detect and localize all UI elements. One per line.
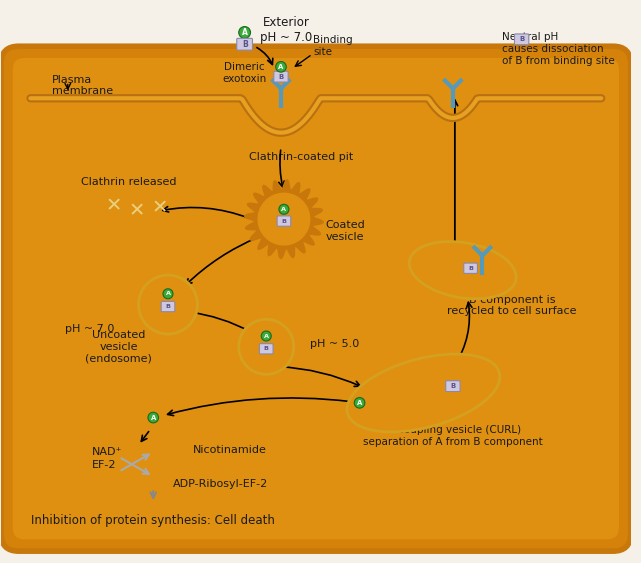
Ellipse shape — [347, 354, 500, 432]
Circle shape — [163, 289, 173, 299]
Text: A: A — [281, 207, 287, 212]
Text: Clathrin released: Clathrin released — [81, 177, 176, 187]
FancyBboxPatch shape — [1, 46, 631, 551]
Circle shape — [279, 204, 289, 215]
Text: B: B — [278, 74, 283, 79]
Text: Neutral pH
causes dissociation
of B from binding site: Neutral pH causes dissociation of B from… — [502, 33, 615, 66]
Circle shape — [238, 26, 251, 38]
Circle shape — [262, 331, 271, 341]
Text: Uncoupling vesicle (CURL)
separation of A from B component: Uncoupling vesicle (CURL) separation of … — [363, 426, 543, 447]
Text: B: B — [468, 266, 473, 271]
Text: ✕: ✕ — [152, 199, 169, 218]
Text: pH ~ 5.0: pH ~ 5.0 — [310, 339, 360, 349]
FancyBboxPatch shape — [274, 72, 288, 82]
Ellipse shape — [410, 242, 516, 299]
Text: A: A — [165, 291, 171, 296]
Text: B: B — [263, 346, 269, 351]
Text: B: B — [281, 218, 287, 224]
FancyBboxPatch shape — [237, 38, 253, 50]
Circle shape — [276, 61, 287, 72]
FancyBboxPatch shape — [277, 216, 291, 226]
Text: Nicotinamide: Nicotinamide — [192, 445, 267, 455]
Circle shape — [354, 397, 365, 408]
Text: Plasma
membrane: Plasma membrane — [52, 75, 113, 96]
Circle shape — [238, 319, 294, 374]
FancyBboxPatch shape — [260, 343, 273, 354]
Text: B component is
recycled to cell surface: B component is recycled to cell surface — [447, 295, 577, 316]
Circle shape — [138, 275, 197, 334]
Text: Uncoated
vesicle
(endosome): Uncoated vesicle (endosome) — [85, 330, 153, 364]
Text: B: B — [519, 37, 524, 42]
Text: Dimeric
exotoxin: Dimeric exotoxin — [222, 62, 267, 83]
Text: Clathrin-coated pit: Clathrin-coated pit — [249, 152, 353, 162]
FancyBboxPatch shape — [445, 381, 460, 391]
Polygon shape — [258, 193, 310, 245]
Text: A: A — [151, 414, 156, 421]
Text: EF-2: EF-2 — [92, 460, 117, 470]
Text: Coated
vesicle: Coated vesicle — [325, 220, 365, 242]
Text: ✕: ✕ — [128, 202, 145, 221]
FancyBboxPatch shape — [161, 301, 175, 312]
Text: A: A — [242, 28, 247, 37]
Text: B: B — [450, 383, 456, 389]
Text: B: B — [165, 304, 171, 309]
FancyBboxPatch shape — [515, 34, 529, 44]
Text: NAD⁺: NAD⁺ — [92, 447, 122, 457]
Text: ADP-Ribosyl-EF-2: ADP-Ribosyl-EF-2 — [173, 479, 268, 489]
Circle shape — [148, 412, 158, 423]
Text: Exterior
pH ~ 7.0: Exterior pH ~ 7.0 — [260, 16, 312, 43]
FancyBboxPatch shape — [463, 263, 478, 274]
FancyBboxPatch shape — [13, 58, 619, 539]
Text: ✕: ✕ — [106, 197, 122, 216]
Text: pH ~ 7.0: pH ~ 7.0 — [65, 324, 114, 334]
Text: Inhibition of protein synthesis: Cell death: Inhibition of protein synthesis: Cell de… — [31, 514, 275, 527]
Text: A: A — [357, 400, 362, 406]
Text: A: A — [278, 64, 284, 70]
Text: A: A — [263, 333, 269, 338]
Text: Binding
site: Binding site — [313, 35, 353, 57]
Polygon shape — [244, 180, 323, 258]
Text: B: B — [242, 40, 247, 49]
